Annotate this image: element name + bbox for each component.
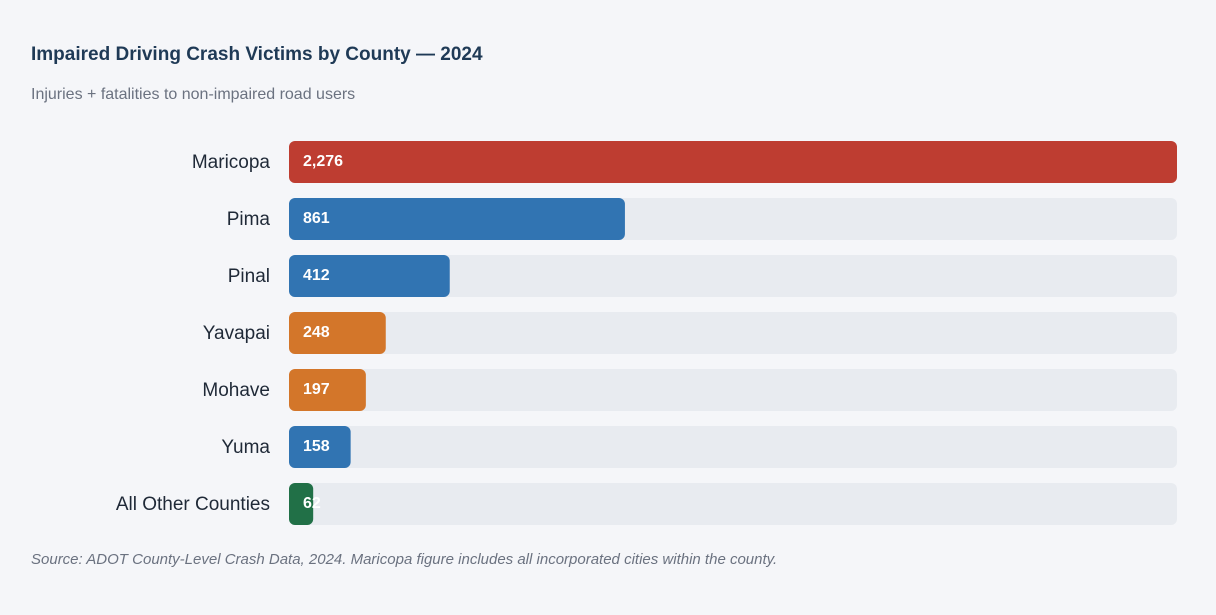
bar	[289, 426, 351, 468]
bar	[289, 141, 1177, 183]
value-label: 412	[303, 267, 330, 284]
chart-subtitle: Injuries + fatalities to non-impaired ro…	[31, 86, 355, 103]
value-label: 158	[303, 438, 330, 455]
bar	[289, 255, 450, 297]
bar-track	[289, 483, 1177, 525]
bar	[289, 198, 625, 240]
bar	[289, 483, 314, 525]
bar-track	[289, 369, 1177, 411]
chart-title: Impaired Driving Crash Victims by County…	[31, 44, 483, 65]
value-label: 197	[303, 381, 330, 398]
category-label: Maricopa	[192, 152, 271, 173]
category-label: Pinal	[228, 266, 270, 287]
value-label: 861	[303, 210, 330, 227]
value-label: 62	[303, 495, 321, 512]
value-label: 248	[303, 324, 330, 341]
source-note: Source: ADOT County-Level Crash Data, 20…	[31, 551, 777, 568]
category-label: Mohave	[202, 380, 270, 401]
category-label: Yavapai	[203, 323, 270, 344]
bar	[289, 369, 366, 411]
category-label: Yuma	[221, 437, 270, 458]
bar-track	[289, 255, 1177, 297]
bar	[289, 312, 386, 354]
category-label: All Other Counties	[116, 494, 270, 515]
category-label: Pima	[227, 209, 271, 230]
value-label: 2,276	[303, 153, 343, 170]
bar-track	[289, 312, 1177, 354]
bar-track	[289, 426, 1177, 468]
